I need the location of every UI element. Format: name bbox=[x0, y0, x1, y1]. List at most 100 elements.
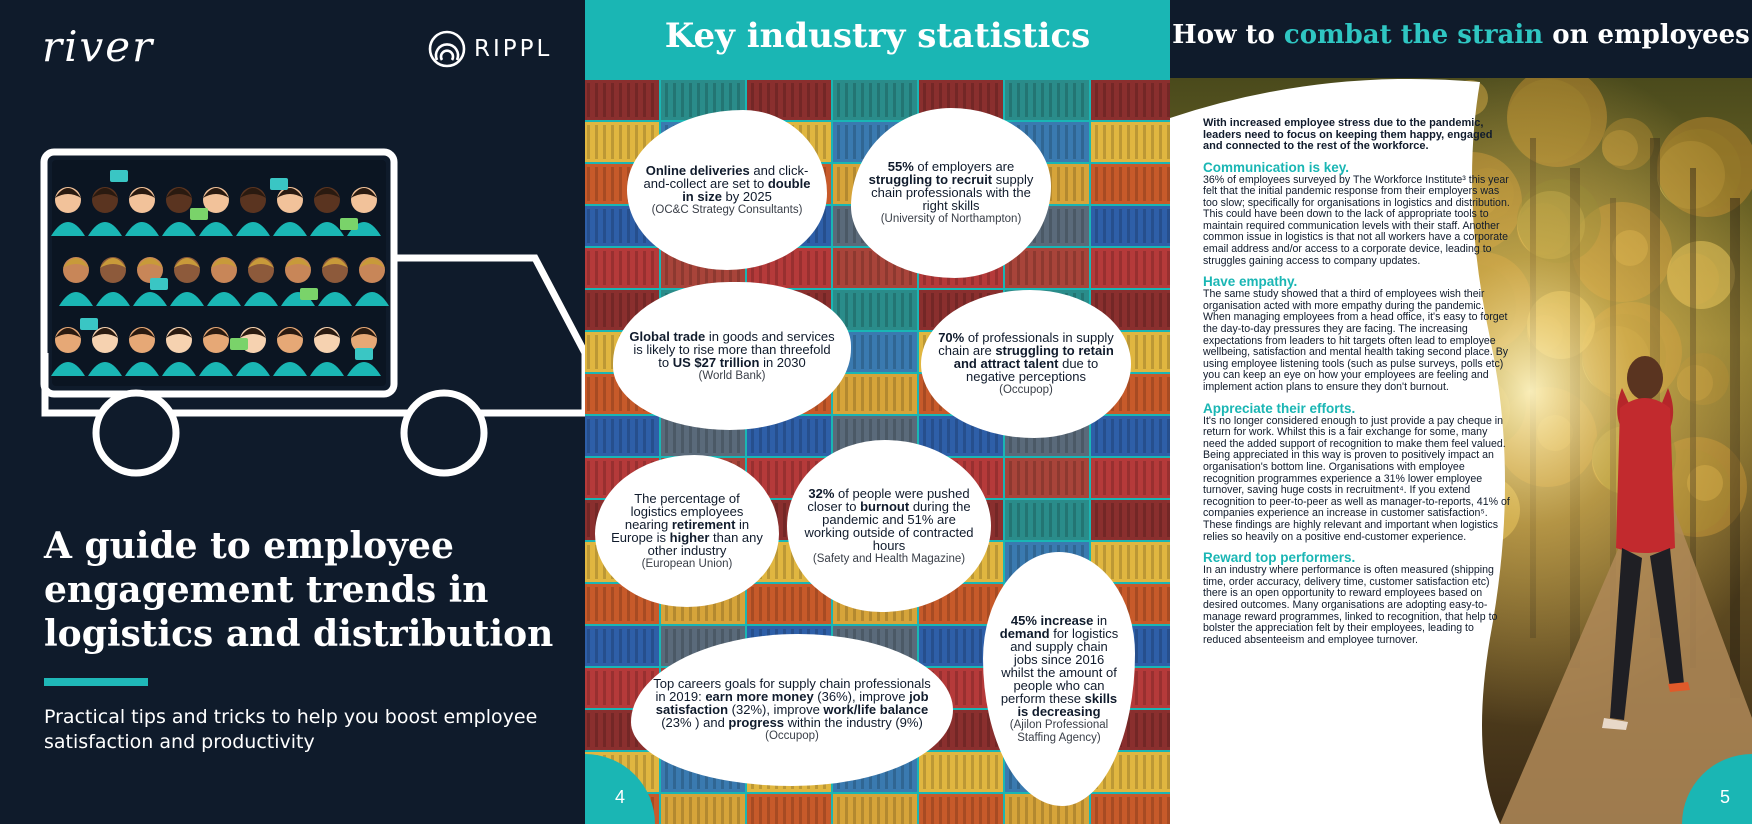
stat-bubble: 70% of professionals in supply chain are… bbox=[921, 290, 1131, 438]
container-rib bbox=[947, 797, 950, 824]
speech-bubble-icon bbox=[355, 348, 373, 360]
container-rib bbox=[689, 629, 692, 663]
container-rib bbox=[823, 209, 826, 243]
stat-bubble: 55% of employers are struggling to recru… bbox=[851, 108, 1051, 278]
container-rib bbox=[1167, 797, 1170, 824]
container-rib bbox=[1057, 797, 1060, 824]
container-rib bbox=[947, 587, 950, 621]
container-rib bbox=[939, 587, 942, 621]
container-rib bbox=[807, 419, 810, 453]
container-rib bbox=[619, 83, 622, 117]
container-rib bbox=[1167, 461, 1170, 495]
container-rib bbox=[861, 797, 864, 824]
container-rib bbox=[1159, 503, 1162, 537]
container-rib bbox=[1159, 461, 1162, 495]
container-rib bbox=[791, 545, 794, 579]
container-rib bbox=[1167, 629, 1170, 663]
container-rib bbox=[1167, 587, 1170, 621]
container-rib bbox=[1025, 83, 1028, 117]
article-page: How to combat the strain on employees bbox=[1170, 0, 1752, 824]
container-rib bbox=[1111, 461, 1114, 495]
article-section: Appreciate their efforts. It's no longer… bbox=[1203, 401, 1513, 544]
container-rib bbox=[1143, 755, 1146, 789]
container-rib bbox=[947, 293, 950, 327]
container-rib bbox=[995, 503, 998, 537]
container-rib bbox=[939, 755, 942, 789]
container-rib bbox=[603, 671, 606, 705]
container-rib bbox=[1127, 209, 1130, 243]
container-rib bbox=[1095, 545, 1098, 579]
container-block bbox=[919, 752, 1003, 792]
statistics-page: Key industry statistics Online deliverie… bbox=[585, 0, 1170, 824]
speech-bubble-icon bbox=[80, 318, 98, 330]
container-rib bbox=[869, 797, 872, 824]
crowd-person-hair bbox=[314, 188, 340, 198]
container-rib bbox=[595, 83, 598, 117]
container-rib bbox=[1159, 377, 1162, 411]
container-block bbox=[747, 584, 831, 624]
container-rib bbox=[611, 293, 614, 327]
container-rib bbox=[673, 419, 676, 453]
container-rib bbox=[1127, 377, 1130, 411]
container-rib bbox=[939, 629, 942, 663]
container-rib bbox=[689, 251, 692, 285]
container-rib bbox=[611, 461, 614, 495]
container-rib bbox=[1159, 83, 1162, 117]
container-rib bbox=[1041, 503, 1044, 537]
container-rib bbox=[627, 629, 630, 663]
container-rib bbox=[923, 797, 926, 824]
container-block bbox=[1091, 80, 1170, 120]
container-rib bbox=[901, 377, 904, 411]
article-section: Have empathy. The same study showed that… bbox=[1203, 275, 1513, 393]
container-rib bbox=[627, 125, 630, 159]
container-rib bbox=[1065, 209, 1068, 243]
container-rib bbox=[837, 251, 840, 285]
container-rib bbox=[1167, 503, 1170, 537]
container-rib bbox=[909, 335, 912, 369]
container-rib bbox=[635, 251, 638, 285]
container-rib bbox=[931, 293, 934, 327]
container-rib bbox=[1127, 503, 1130, 537]
container-rib bbox=[1151, 293, 1154, 327]
crowd-person-body bbox=[207, 292, 241, 306]
container-rib bbox=[1167, 335, 1170, 369]
container-rib bbox=[1167, 293, 1170, 327]
container-rib bbox=[939, 83, 942, 117]
section-body: In an industry where performance is ofte… bbox=[1203, 564, 1498, 646]
container-rib bbox=[837, 377, 840, 411]
container-rib bbox=[1041, 251, 1044, 285]
rippl-rings-icon bbox=[428, 30, 466, 68]
container-rib bbox=[595, 377, 598, 411]
container-rib bbox=[587, 671, 590, 705]
container-rib bbox=[681, 797, 684, 824]
crowd-person-body bbox=[170, 292, 204, 306]
container-rib bbox=[799, 587, 802, 621]
crowd-person-hair bbox=[277, 328, 303, 338]
container-rib bbox=[603, 83, 606, 117]
container-rib bbox=[587, 461, 590, 495]
container-rib bbox=[737, 797, 740, 824]
container-rib bbox=[995, 797, 998, 824]
container-rib bbox=[1135, 545, 1138, 579]
container-rib bbox=[955, 755, 958, 789]
container-rib bbox=[721, 419, 724, 453]
container-rib bbox=[1111, 503, 1114, 537]
container-rib bbox=[931, 755, 934, 789]
container-rib bbox=[635, 587, 638, 621]
container-rib bbox=[1143, 797, 1146, 824]
container-rib bbox=[979, 83, 982, 117]
section-heading: Reward top performers. bbox=[1203, 550, 1356, 566]
container-rib bbox=[815, 419, 818, 453]
crowd-person-hair bbox=[55, 188, 81, 198]
container-rib bbox=[775, 251, 778, 285]
container-rib bbox=[1119, 545, 1122, 579]
container-rib bbox=[587, 377, 590, 411]
container-rib bbox=[1009, 83, 1012, 117]
container-rib bbox=[1065, 461, 1068, 495]
container-rib bbox=[595, 293, 598, 327]
container-rib bbox=[955, 419, 958, 453]
container-rib bbox=[587, 419, 590, 453]
container-rib bbox=[901, 335, 904, 369]
container-rib bbox=[995, 461, 998, 495]
container-rib bbox=[1151, 797, 1154, 824]
